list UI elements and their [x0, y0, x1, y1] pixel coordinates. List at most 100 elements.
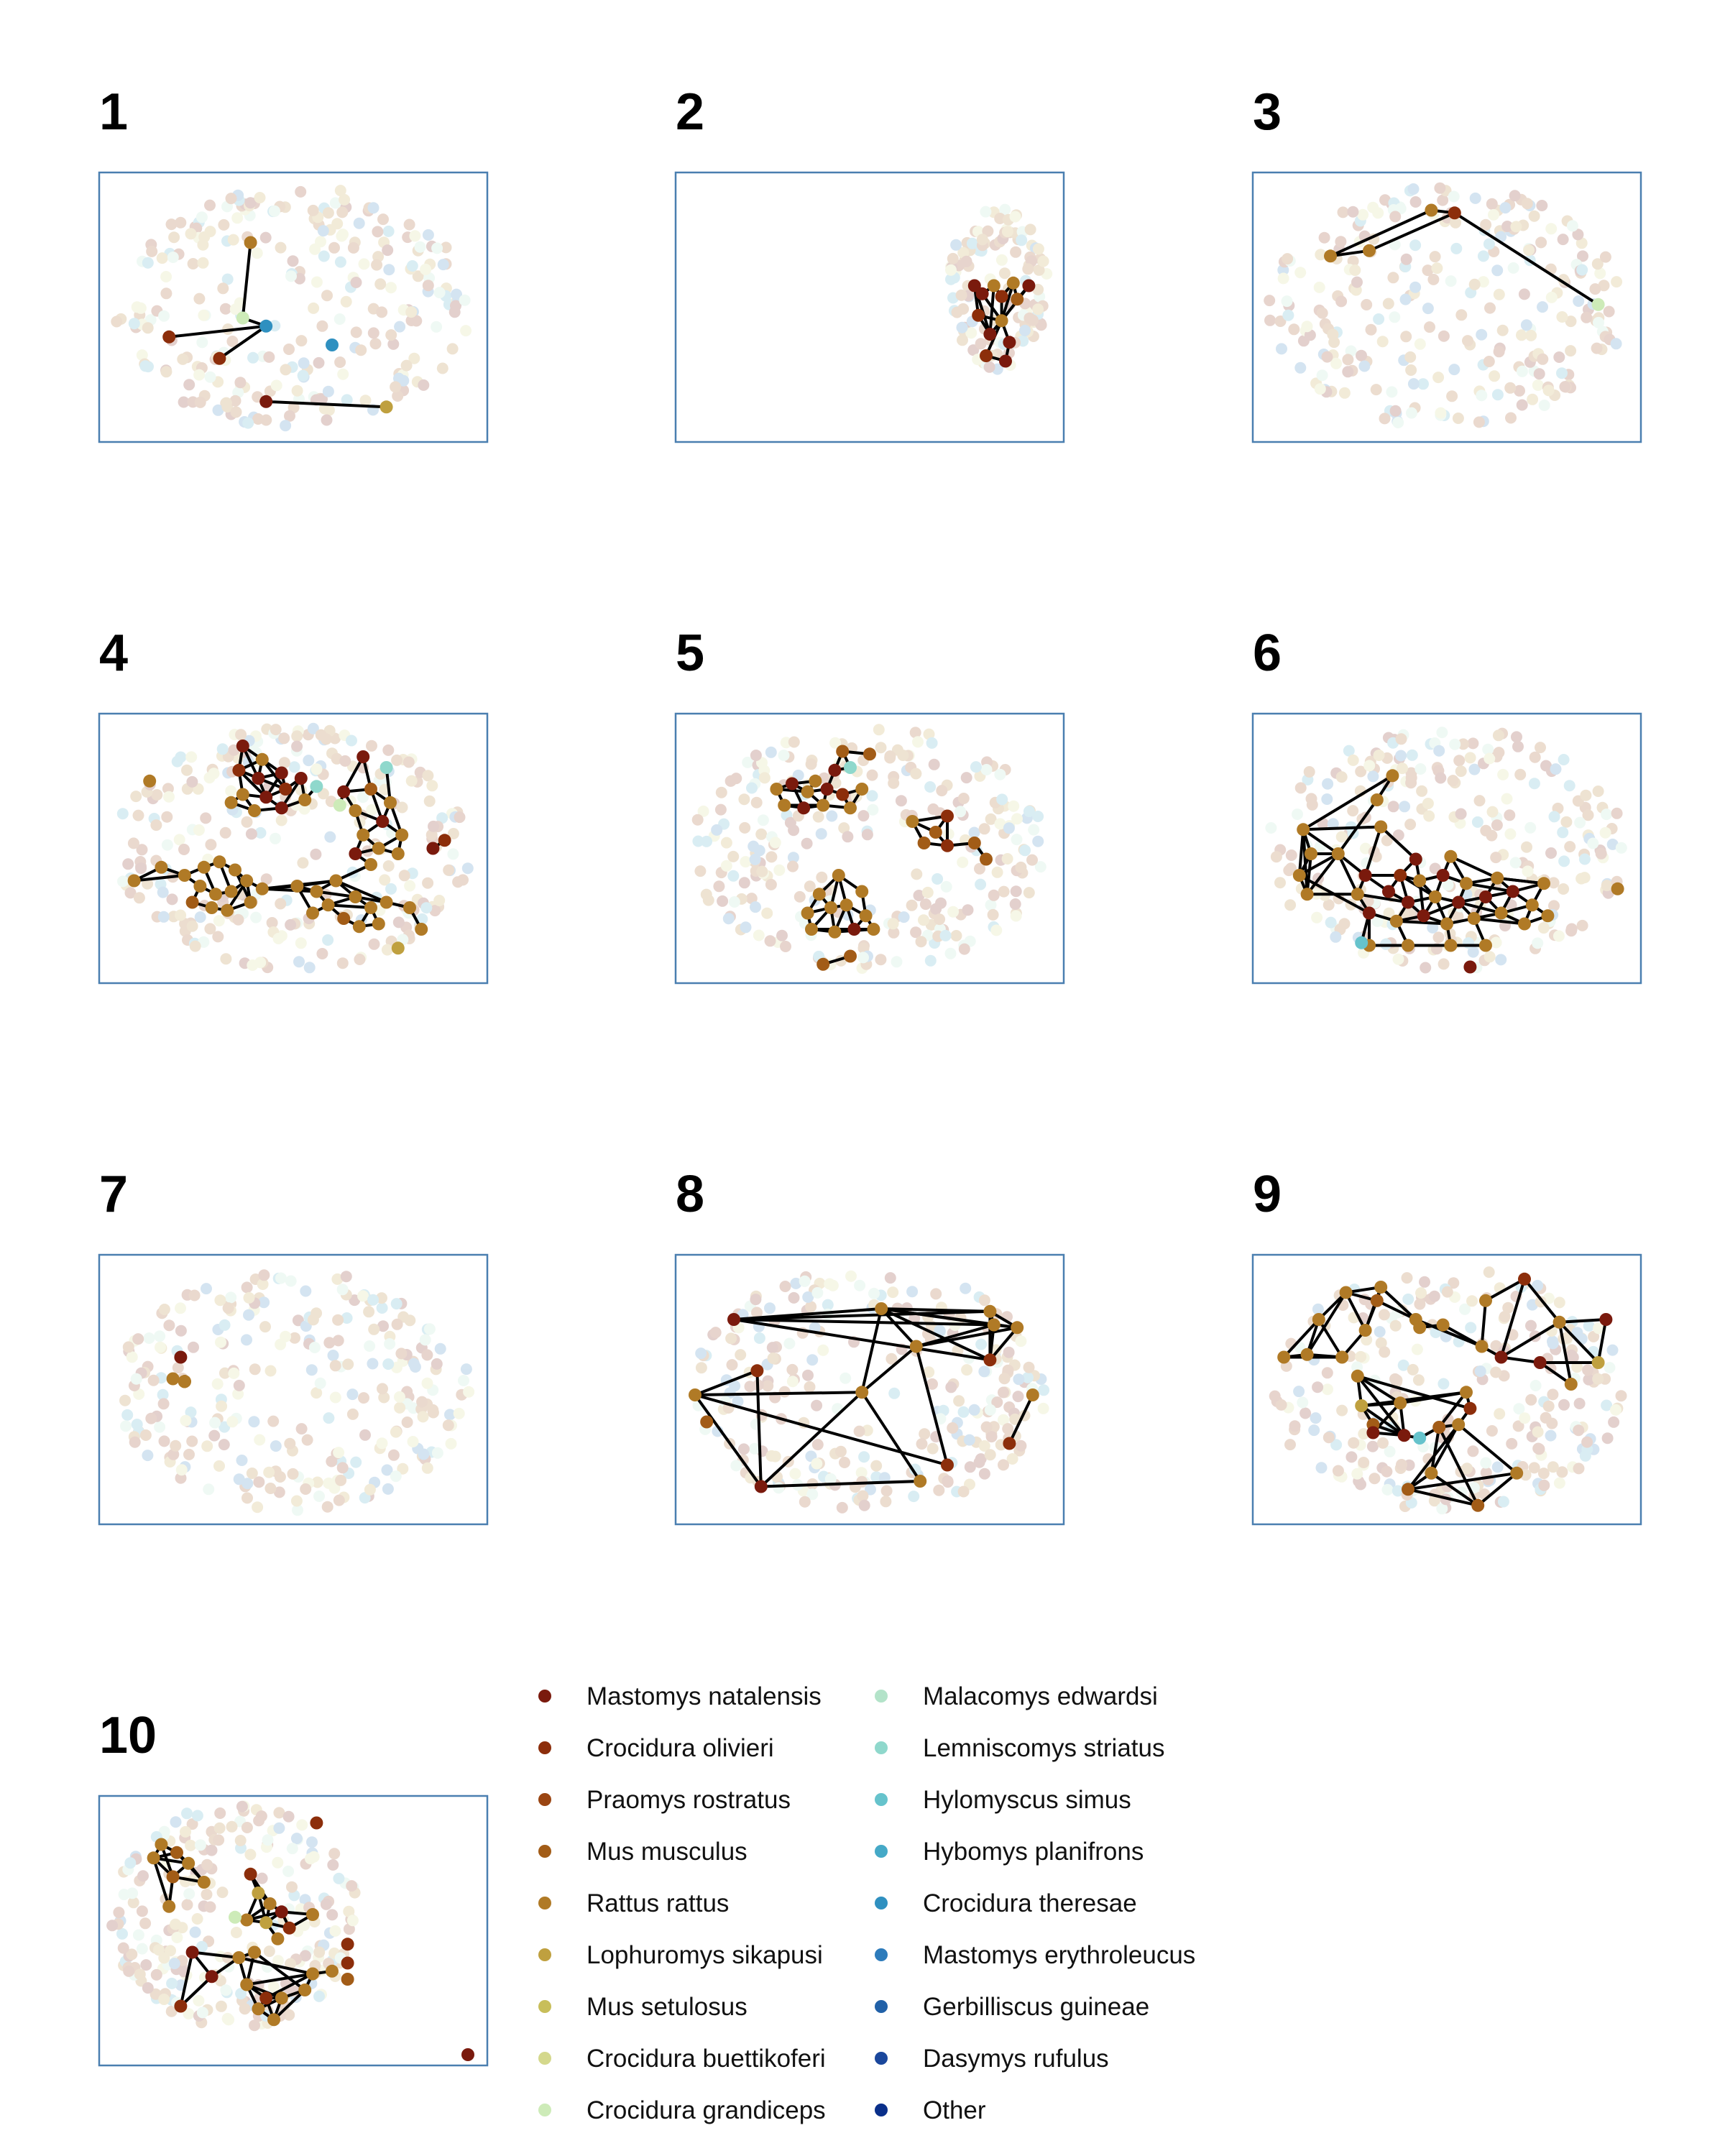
- network-edge: [1558, 1318, 1608, 1324]
- background-node: [1346, 1451, 1358, 1463]
- background-node: [968, 1404, 980, 1416]
- background-node: [150, 1968, 162, 1981]
- background-node: [1364, 755, 1376, 768]
- background-node: [1565, 382, 1576, 394]
- background-node: [1270, 851, 1282, 863]
- background-node: [1028, 316, 1039, 328]
- background-node: [1009, 1413, 1021, 1425]
- background-node: [259, 231, 272, 244]
- background-node: [750, 901, 761, 913]
- background-node: [1438, 410, 1450, 421]
- background-node: [1528, 1462, 1540, 1474]
- background-node: [1034, 253, 1046, 265]
- background-node: [358, 258, 370, 270]
- background-node: [449, 811, 461, 823]
- background-node: [1435, 772, 1447, 784]
- background-node: [739, 821, 751, 834]
- background-node: [985, 1394, 998, 1406]
- background-node: [1330, 1439, 1343, 1451]
- background-node: [444, 865, 456, 877]
- background-node: [139, 358, 151, 370]
- background-node: [1377, 1437, 1389, 1449]
- background-node: [280, 1330, 292, 1342]
- background-node: [280, 894, 293, 906]
- background-node: [113, 1907, 125, 1919]
- background-node: [1034, 318, 1046, 330]
- background-node: [1351, 276, 1363, 288]
- background-node: [165, 1994, 178, 2006]
- network-node: [689, 1388, 702, 1401]
- network-edge: [315, 890, 357, 898]
- background-node: [1455, 808, 1467, 820]
- background-node: [988, 921, 1000, 933]
- background-node: [1528, 210, 1540, 222]
- network-node: [1506, 885, 1519, 898]
- background-node: [194, 1839, 206, 1851]
- background-node: [336, 1284, 349, 1296]
- network-node: [1471, 1498, 1485, 1512]
- background-node: [1584, 1433, 1596, 1445]
- background-node: [742, 756, 754, 768]
- background-node: [186, 824, 198, 836]
- background-node: [187, 258, 199, 270]
- background-node: [208, 768, 220, 780]
- background-node: [451, 806, 464, 819]
- background-node: [1284, 255, 1296, 267]
- background-node: [756, 757, 768, 769]
- network-node: [941, 809, 954, 823]
- background-node: [1394, 203, 1407, 215]
- background-node: [806, 1354, 819, 1366]
- background-node: [160, 364, 172, 377]
- background-node: [157, 1388, 169, 1401]
- background-node: [326, 1455, 338, 1468]
- network-node: [1011, 1321, 1024, 1335]
- background-node: [957, 1435, 969, 1447]
- background-node: [781, 809, 793, 821]
- background-node: [1520, 319, 1532, 331]
- background-node: [390, 1426, 402, 1438]
- background-node: [1504, 198, 1516, 211]
- background-node: [1535, 236, 1547, 249]
- background-node: [326, 747, 338, 760]
- network-panel-4: 4: [98, 625, 489, 985]
- background-node: [257, 1279, 269, 1290]
- background-node: [287, 255, 299, 267]
- background-node: [857, 810, 870, 822]
- background-node: [1581, 1443, 1593, 1455]
- network-edge: [218, 324, 268, 360]
- background-node: [1477, 250, 1489, 262]
- background-node: [282, 1865, 295, 1877]
- network-node: [341, 1956, 354, 1970]
- background-node: [1509, 857, 1522, 869]
- background-node: [290, 745, 303, 757]
- background-node: [379, 874, 391, 886]
- background-node: [230, 406, 242, 418]
- background-node: [834, 1445, 847, 1457]
- legend-label: Praomys rostratus: [586, 1786, 791, 1814]
- background-node: [307, 204, 319, 216]
- background-node: [957, 247, 970, 259]
- background-node: [221, 401, 234, 413]
- background-node: [829, 737, 842, 749]
- background-node: [997, 233, 1009, 245]
- network-node: [972, 308, 985, 322]
- background-node: [884, 750, 896, 763]
- network-node: [859, 909, 873, 923]
- background-node: [253, 1292, 265, 1304]
- background-node: [382, 860, 395, 872]
- network-edge: [1441, 1323, 1484, 1348]
- background-node: [870, 1471, 883, 1483]
- background-node: [1578, 848, 1591, 860]
- background-node: [972, 226, 984, 238]
- network-edge: [1499, 1355, 1542, 1364]
- background-node: [144, 314, 157, 326]
- background-node: [1409, 402, 1421, 414]
- network-node: [271, 1932, 285, 1945]
- background-node: [1409, 281, 1422, 293]
- background-node: [921, 929, 934, 941]
- background-node: [155, 1341, 166, 1353]
- background-node: [1332, 290, 1344, 302]
- background-node: [408, 352, 420, 364]
- background-node: [453, 1407, 465, 1419]
- background-node: [358, 1289, 370, 1301]
